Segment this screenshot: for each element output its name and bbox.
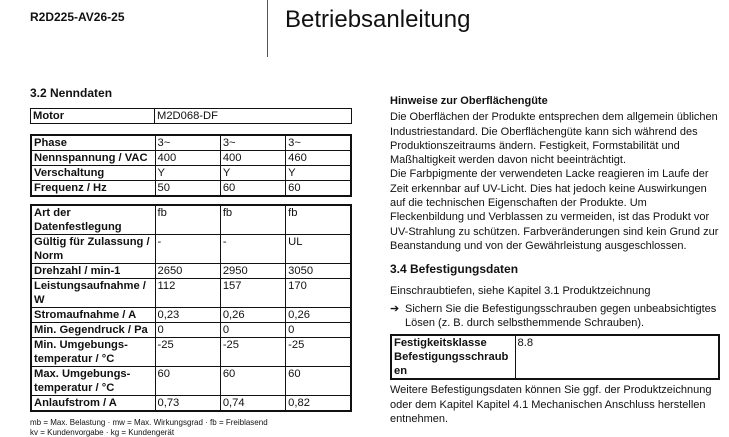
table-row: Gültig für Zulassung / Norm--UL [31, 235, 351, 264]
row-value: 2950 [220, 264, 285, 279]
row-value: 0 [220, 323, 285, 338]
footnote-line: mb = Max. Belastung · mw = Max. Wirkungs… [30, 418, 352, 428]
row-label: Verschaltung [31, 166, 155, 181]
motor-value: M2D068-DF [155, 109, 352, 124]
row-label: Nennspannung / VAC [31, 151, 155, 166]
further-info-text: Weitere Befestigungsdaten können Sie ggf… [390, 383, 720, 426]
table-row: Festigkeitsklasse Befestigungsschrauben … [391, 335, 719, 379]
row-value: 400 [220, 151, 285, 166]
row-label: Leistungsaufnahme / W [31, 279, 155, 308]
row-value: -25 [155, 338, 220, 367]
row-value: 0,26 [286, 308, 351, 323]
row-value: fb [155, 205, 220, 235]
document-id: R2D225-AV26-25 [30, 10, 125, 24]
row-value: 460 [286, 151, 351, 166]
row-label: Art der Datenfestlegung [31, 205, 155, 235]
row-label: Phase [31, 135, 155, 151]
row-label: Min. Gegendruck / Pa [31, 323, 155, 338]
row-value: 60 [155, 367, 220, 396]
row-value: 2650 [155, 264, 220, 279]
surface-paragraph: Die Oberflächen der Produkte entsprechen… [390, 110, 720, 167]
row-value: -25 [286, 338, 351, 367]
row-value: -25 [220, 338, 285, 367]
footnote: mb = Max. Belastung · mw = Max. Wirkungs… [30, 418, 352, 437]
fixing-table: Festigkeitsklasse Befestigungsschrauben … [390, 334, 720, 380]
arrow-right-icon: ➔ [390, 302, 405, 331]
section-heading-nenndaten: 3.2 Nenndaten [30, 86, 352, 100]
instruction-item: ➔Sichern Sie die Befestigungsschrauben g… [390, 302, 720, 331]
row-label: Drehzahl / min-1 [31, 264, 155, 279]
fix-label: Festigkeitsklasse Befestigungsschrauben [391, 335, 515, 379]
row-value: 0,26 [220, 308, 285, 323]
row-value: 0,73 [155, 396, 220, 412]
section-heading-befestigung: 3.4 Befestigungsdaten [390, 262, 720, 276]
row-value: 0 [286, 323, 351, 338]
surface-heading: Hinweise zur Oberflächengüte [390, 94, 720, 108]
fix-value: 8.8 [515, 335, 719, 379]
row-value: 112 [155, 279, 220, 308]
row-value: 3~ [155, 135, 220, 151]
page-title: Betriebsanleitung [285, 6, 470, 34]
row-value: 170 [286, 279, 351, 308]
row-value: - [155, 235, 220, 264]
motor-label: Motor [31, 109, 155, 124]
row-value: 3~ [220, 135, 285, 151]
row-label: Stromaufnahme / A [31, 308, 155, 323]
row-value: 60 [286, 181, 351, 197]
table-row: Min. Umgebungs-temperatur / °C-25-25-25 [31, 338, 351, 367]
uv-paragraph: Die Farbpigmente der verwendeten Lacke r… [390, 167, 720, 253]
screw-depth-text: Einschraubtiefen, siehe Kapitel 3.1 Prod… [390, 284, 720, 298]
row-value: - [220, 235, 285, 264]
footnote-line: kv = Kundenvorgabe · kg = Kundengerät [30, 428, 352, 437]
row-value: 0,82 [286, 396, 351, 412]
row-value: Y [155, 166, 220, 181]
row-value: 60 [220, 181, 285, 197]
row-value: Y [220, 166, 285, 181]
header-divider [267, 0, 268, 57]
row-value: Y [286, 166, 351, 181]
instruction-text: Sichern Sie die Befestigungsschrauben ge… [405, 302, 720, 331]
row-value: 400 [155, 151, 220, 166]
row-value: 3050 [286, 264, 351, 279]
row-label: Frequenz / Hz [31, 181, 155, 197]
row-value: fb [286, 205, 351, 235]
motor-table: Motor M2D068-DF [30, 108, 352, 124]
table-row: Motor M2D068-DF [31, 109, 352, 124]
row-value: fb [220, 205, 285, 235]
row-value: 0 [155, 323, 220, 338]
right-column: Hinweise zur Oberflächengüte Die Oberflä… [390, 94, 720, 426]
row-label: Max. Umgebungs-temperatur / °C [31, 367, 155, 396]
row-value: 0,74 [220, 396, 285, 412]
row-value: 60 [286, 367, 351, 396]
row-value: 60 [220, 367, 285, 396]
row-value: 50 [155, 181, 220, 197]
row-value: UL [286, 235, 351, 264]
row-label: Gültig für Zulassung / Norm [31, 235, 155, 264]
row-value: 157 [220, 279, 285, 308]
row-label: Anlaufstrom / A [31, 396, 155, 412]
row-value: 3~ [286, 135, 351, 151]
row-label: Min. Umgebungs-temperatur / °C [31, 338, 155, 367]
document-page: R2D225-AV26-25 Betriebsanleitung 3.2 Nen… [0, 0, 729, 411]
row-value: 0,23 [155, 308, 220, 323]
